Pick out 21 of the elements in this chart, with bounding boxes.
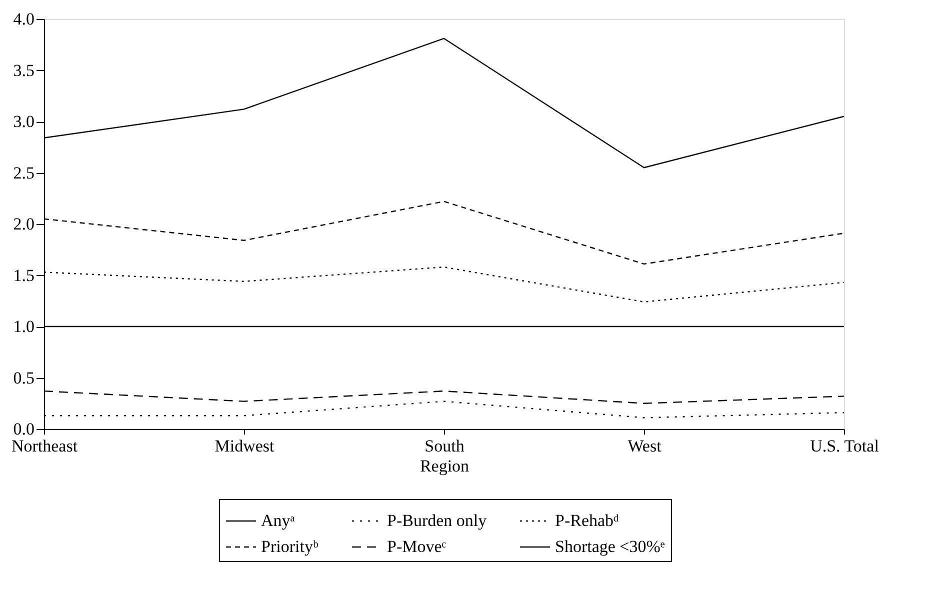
legend-label: P-Rehabᵈ [555,511,619,530]
x-tick-label: Northeast [11,436,78,456]
y-tick-label: 0.5 [13,368,34,388]
y-tick-label: 2.5 [13,163,34,182]
x-axis-title: Region [420,456,470,476]
y-tick-label: 1.0 [13,317,34,336]
legend-label: Anyᵃ [261,511,296,530]
legend-label: Priorityᵇ [261,537,318,556]
y-tick-label: 2.0 [13,214,34,234]
y-tick-label: 3.0 [13,112,34,131]
legend-label: Shortage <30%ᵉ [555,537,666,556]
y-tick-label: 1.5 [13,266,34,285]
y-tick-label: 4.0 [13,10,34,28]
x-tick-label: Midwest [214,436,275,456]
x-tick-label: South [424,436,465,456]
x-tick-label: U.S. Total [810,436,880,456]
legend-label: P-Burden only [387,511,488,530]
x-tick-label: West [628,436,662,456]
y-tick-label: 3.5 [13,60,34,80]
legend-label: P-Moveᶜ [387,537,447,556]
y-tick-label: 0.0 [13,420,34,438]
